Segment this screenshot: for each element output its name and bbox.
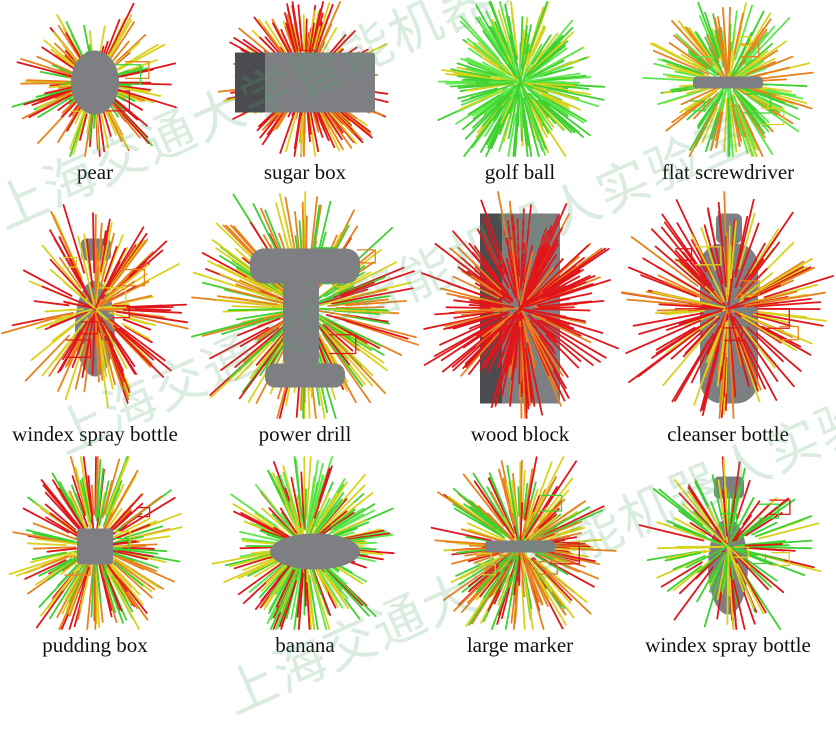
grasp-visual-cleanser-bottle xyxy=(620,190,836,455)
grasp-visual-wood-block xyxy=(420,190,620,455)
object-model xyxy=(77,529,113,565)
panel-pear: pear xyxy=(0,0,190,190)
panel-cleanser-bottle: cleanser bottle xyxy=(620,190,836,455)
panel-label: windex spray bottle xyxy=(620,633,836,658)
panel-label: power drill xyxy=(190,422,420,447)
object-model xyxy=(235,53,375,113)
grasp-visual-power-drill xyxy=(190,190,420,455)
panel-label: golf ball xyxy=(420,160,620,185)
panel-windex-spray-bottle-2: windex spray bottle xyxy=(620,455,836,667)
panel-label: flat screwdriver xyxy=(620,160,836,185)
object-model xyxy=(693,77,763,89)
panel-label: windex spray bottle xyxy=(0,422,190,447)
panel-label: sugar box xyxy=(190,160,420,185)
panel-label: cleanser bottle xyxy=(620,422,836,447)
panel-large-marker: large marker xyxy=(420,455,620,667)
panel-banana: banana xyxy=(190,455,420,667)
panel-label: pudding box xyxy=(0,633,190,658)
panel-flat-screwdriver: flat screwdriver xyxy=(620,0,836,190)
panel-label: banana xyxy=(190,633,420,658)
panel-pudding-box: pudding box xyxy=(0,455,190,667)
object-model xyxy=(71,51,119,115)
panel-label: pear xyxy=(0,160,190,185)
panel-label: wood block xyxy=(420,422,620,447)
panel-label: large marker xyxy=(420,633,620,658)
panel-power-drill: power drill xyxy=(190,190,420,455)
object-model xyxy=(485,541,555,553)
object-model xyxy=(270,534,360,570)
panel-wood-block: wood block xyxy=(420,190,620,455)
panel-windex-spray-bottle: windex spray bottle xyxy=(0,190,190,455)
grasp-visual-windex-spray-bottle xyxy=(0,190,190,455)
panel-sugar-box: sugar box xyxy=(190,0,420,190)
grasp-candidate-lines xyxy=(438,2,604,156)
panel-golf-ball: golf ball xyxy=(420,0,620,190)
